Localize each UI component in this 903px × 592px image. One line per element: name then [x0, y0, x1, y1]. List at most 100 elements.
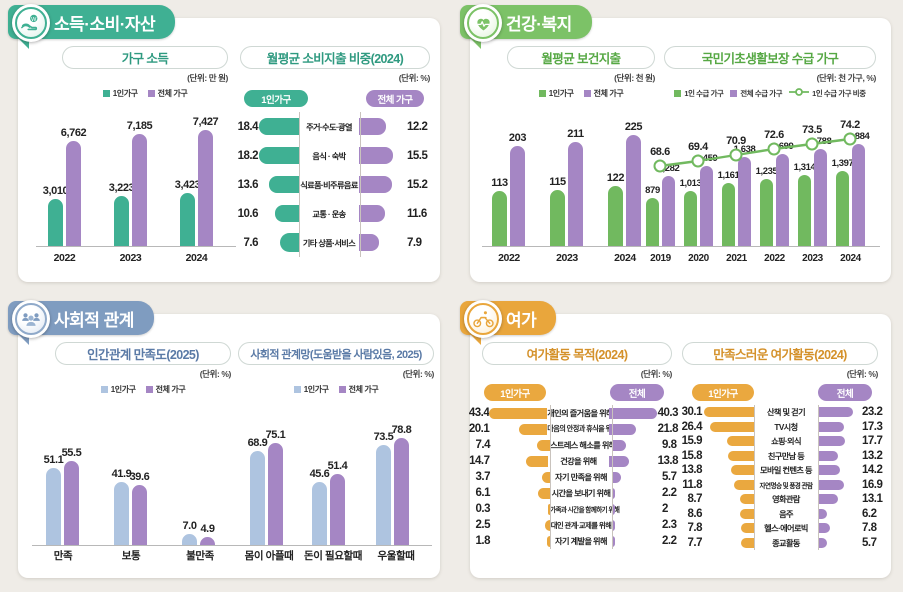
chart-household-income-head: 가구 소득 (단위: 만 원) 1인가구 전체 가구 — [62, 46, 228, 99]
legend-item: 전체 가구 — [583, 88, 624, 99]
x-axis — [36, 245, 236, 247]
bar-group: 41.9 39.6 — [112, 468, 150, 545]
legend-item: 1인 수급 가구 — [674, 88, 724, 99]
tornado-tags: 1인가구 전체 — [678, 384, 886, 401]
section-social: 사회적 관계 인간관계 만족도(2025) (단위: %) 1인가구 전체 가구 — [0, 296, 452, 592]
chart-leisure-purpose: 1인가구 전체 43.4 개인의 즐거움을 위해 40.3 20.1 마음의 안… — [466, 384, 679, 549]
chart-satisfying-leisure-head: 만족스러운 여가활동(2024) (단위: %) — [682, 342, 878, 380]
svg-text:W: W — [31, 17, 37, 23]
table-row: 7.4 스트레스 해소를 위해 9.8 — [475, 439, 677, 451]
x-axis — [240, 544, 432, 546]
chart-unit: (단위: %) — [640, 369, 673, 379]
bar-group: 7.0 4.9 — [182, 520, 215, 545]
bar-group: 51.1 55.5 — [44, 447, 82, 545]
table-row: 1,161 — [718, 170, 740, 246]
chart-unit: (단위: %) — [398, 73, 431, 83]
table-row: 11.8 자연명승 및 풍경 관람 16.9 — [682, 478, 883, 491]
chart-title: 사회적 관계망(도움받을 사람있음, 2025) — [238, 342, 434, 365]
table-row: 14.7 건강을 위해 13.8 — [469, 455, 678, 467]
table-row: 211 — [567, 128, 584, 246]
table-row: 1,013 — [680, 178, 702, 246]
section-social-title: 사회적 관계 — [54, 310, 134, 330]
table-row: 122 — [607, 172, 624, 246]
table-row: 1,638 — [734, 144, 756, 246]
table-row: 10.6 교통 · 운송 11.6 — [236, 199, 432, 228]
section-leisure: 여가 여가활동 목적(2024) (단위: %) 1인가구 전체 43.4 — [452, 296, 903, 592]
table-row: 20.1 마음의 안정과 휴식을 위해 21.8 — [468, 423, 679, 435]
section-leisure-header: 여가 — [460, 300, 557, 338]
table-row: 7.0 — [182, 520, 197, 545]
table-row: 7,427 — [193, 116, 219, 246]
legend-item: 1인가구 — [102, 88, 138, 99]
bar-group: 879 1,282 — [645, 163, 680, 246]
table-row: 115 — [549, 176, 566, 246]
table-row: 3,223 — [109, 182, 135, 246]
bicycle-icon — [464, 300, 502, 338]
bar-group: 1,161 1,638 — [718, 144, 756, 246]
chart-consumption-head: 월평균 소비지출 비중(2024) (단위: %) — [240, 46, 430, 84]
table-row: 1,282 — [658, 163, 680, 246]
table-row: 6.1 시간을 보내기 위해 2.2 — [475, 487, 677, 499]
table-row: 1,788 — [810, 136, 832, 246]
legend-item: 1인가구 — [100, 384, 136, 395]
table-row: 26.4 TV시청 17.3 — [681, 420, 883, 433]
table-row: 1,314 — [794, 162, 816, 246]
table-row: 3,010 — [43, 185, 69, 246]
table-row: 1,699 — [772, 141, 794, 246]
table-row: 3.7 자기 만족을 위해 5.7 — [475, 471, 677, 483]
legend-item: 전체 가구 — [338, 384, 379, 395]
table-row: 51.1 — [44, 454, 64, 545]
line-point — [767, 142, 781, 156]
chart-unit: (단위: %) — [402, 369, 435, 379]
table-row: 7.8 헬스·에어로빅 7.8 — [687, 522, 877, 535]
legend-item: 전체 가구 — [147, 88, 188, 99]
table-row: 1,884 — [848, 131, 870, 246]
chart-consumption-share: 1인가구 전체 가구 18.4 주거·수도·광열 12.2 18.2 음식 · … — [236, 90, 432, 257]
bar-group: 3,010 6,762 — [43, 127, 87, 246]
tag-all-household: 전체 가구 — [366, 90, 424, 107]
tornado-tags: 1인가구 전체 — [466, 384, 678, 401]
chart-social-network-head: 사회적 관계망(도움받을 사람있음, 2025) (단위: %) 1인가구 전체… — [238, 342, 434, 395]
chart-basic-living-head: 국민기초생활보장 수급 가구 (단위: 천 가구, %) 1인 수급 가구 전체… — [664, 46, 876, 99]
table-row: 4.9 — [200, 523, 215, 545]
chart-basic-living-recipients: 879 1,282 2019 1,013 1,459 2020 1,161 1,… — [642, 108, 880, 265]
legend-item: 1인가구 — [538, 88, 574, 99]
table-row: 78.8 — [392, 424, 412, 545]
table-row: 41.9 — [112, 468, 132, 545]
table-row: 18.2 음식 · 숙박 15.5 — [236, 141, 432, 170]
table-row: 73.5 — [374, 431, 394, 545]
bar-group: 1,013 1,459 — [680, 153, 718, 246]
bar-group: 73.5 78.8 — [374, 424, 412, 545]
table-row: 43.4 개인의 즐거움을 위해 40.3 — [468, 407, 679, 419]
table-row: 1,235 — [756, 166, 778, 246]
chart-title: 여가활동 목적(2024) — [482, 342, 672, 365]
tag-total: 전체 — [818, 384, 872, 401]
chart-health-expenditure: 113 203 2022 115 211 2023 122 225 2024 — [482, 120, 662, 265]
chart-social-network: 68.9 75.1 몸이 아플때 45.6 51.4 돈이 필요할때 73.5 … — [240, 419, 432, 564]
chart-legend: 1인가구 전체 가구 — [507, 88, 655, 99]
line-point — [729, 148, 743, 162]
chart-title: 가구 소득 — [62, 46, 228, 69]
table-row: 7.6 기타 상품·서비스 7.9 — [236, 228, 432, 257]
people-group-icon — [12, 300, 50, 338]
chart-unit: (단위: %) — [199, 369, 232, 379]
table-row: 3,423 — [175, 179, 201, 246]
line-point — [805, 137, 819, 151]
line-point — [843, 132, 857, 146]
chart-title: 월평균 소비지출 비중(2024) — [240, 46, 430, 69]
chart-leisure-purpose-head: 여가활동 목적(2024) (단위: %) — [482, 342, 672, 380]
tag-total: 전체 — [610, 384, 664, 401]
chart-satisfying-leisure: 1인가구 전체 30.1 산책 및 걷기 23.2 26.4 TV시청 — [678, 384, 886, 550]
section-income-header: 소득·소비·자산 W — [8, 4, 176, 42]
table-row: 1,397 — [832, 158, 854, 246]
table-row: 45.6 — [310, 468, 330, 545]
chart-relationship-satisfaction: 51.1 55.5 만족 41.9 39.6 보통 7.0 4.9 불만족 — [32, 419, 240, 564]
table-row: 51.4 — [328, 460, 348, 545]
legend-item-line: 1인 수급 가구 비중 — [789, 88, 866, 99]
table-row: 75.1 — [266, 429, 286, 545]
table-row: 13.8 모바일 컨텐츠 등 14.2 — [681, 464, 883, 477]
chart-relationship-sat-head: 인간관계 만족도(2025) (단위: %) 1인가구 전체 가구 — [55, 342, 231, 395]
hand-coin-icon: W — [12, 4, 50, 42]
table-row: 2.5 대인 관계·교제를 위해 2.3 — [475, 519, 677, 531]
bar-group: 3,223 7,185 — [109, 120, 153, 246]
